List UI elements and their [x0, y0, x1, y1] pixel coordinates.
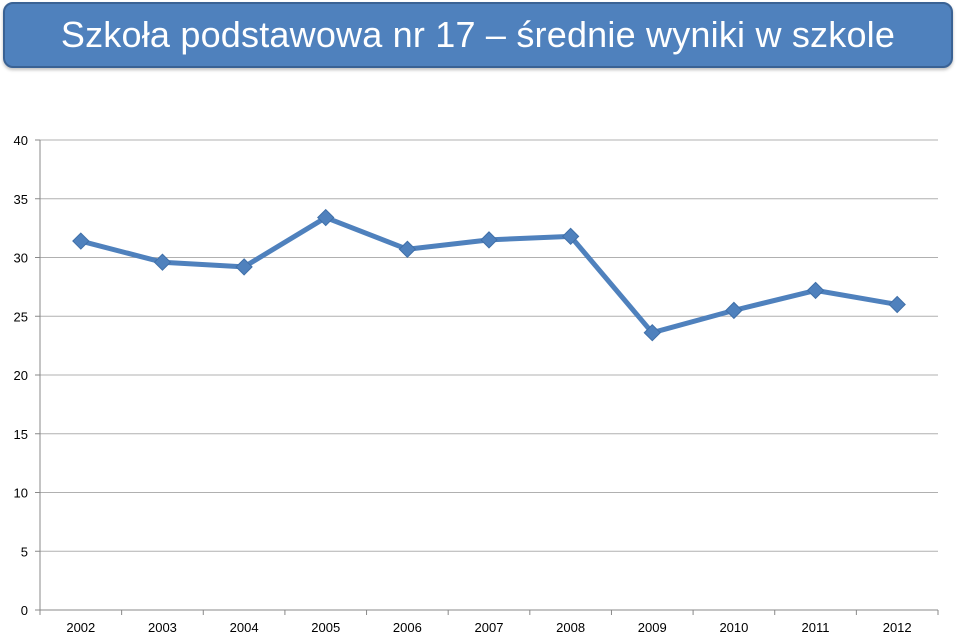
x-tick-labels: 2002 2003 2004 2005 2006 2007 2008 2009 2010 2011…: [66, 620, 911, 635]
data-point-marker: [561, 227, 580, 246]
x-tick-label: 2009: [638, 620, 667, 635]
x-tick-label: 2003: [148, 620, 177, 635]
y-tick-label: 35: [14, 192, 28, 207]
x-tick-label: 2010: [719, 620, 748, 635]
data-point-marker: [725, 301, 743, 320]
data-point-marker: [317, 208, 335, 227]
y-tick-label: 30: [14, 251, 28, 266]
y-tick-label: 15: [14, 427, 28, 442]
x-tick-label: 2012: [883, 620, 912, 635]
y-tick-label: 20: [14, 368, 28, 383]
data-point-marker: [153, 253, 172, 271]
data-point-marker: [72, 232, 90, 250]
y-tick-label: 25: [14, 309, 28, 324]
x-tick-label: 2002: [66, 620, 95, 635]
data-point-marker: [398, 240, 417, 258]
axes: [35, 139, 939, 615]
y-tick-labels: 0 5 10 15 20 25 30 35 40: [14, 133, 28, 618]
x-tick-label: 2007: [475, 620, 504, 635]
y-tick-label: 0: [21, 603, 28, 618]
chart-title-banner: Szkoła podstawowa nr 17 – średnie wyniki…: [3, 2, 953, 68]
chart-title: Szkoła podstawowa nr 17 – średnie wyniki…: [60, 14, 896, 55]
y-tick-label: 40: [14, 133, 28, 148]
x-tick-label: 2006: [393, 620, 422, 635]
x-tick-label: 2005: [311, 620, 340, 635]
y-tick-label: 10: [14, 486, 28, 501]
y-tick-label: 5: [21, 544, 28, 559]
data-point-marker: [888, 295, 906, 314]
data-point-marker: [235, 258, 253, 276]
gridlines: [40, 139, 938, 552]
data-point-marker: [643, 323, 661, 342]
data-point-marker: [806, 281, 825, 300]
x-tick-label: 2004: [230, 620, 259, 635]
data-point-marker: [480, 231, 498, 249]
x-tick-label: 2008: [556, 620, 585, 635]
x-tick-label: 2011: [802, 620, 830, 635]
series-layer: [72, 208, 906, 342]
